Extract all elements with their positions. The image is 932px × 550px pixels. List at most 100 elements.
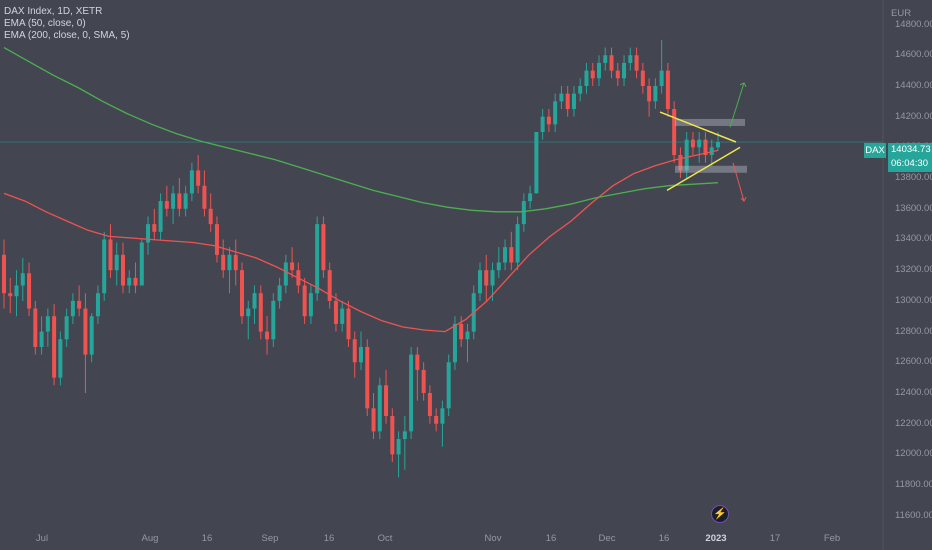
candle-up	[183, 193, 188, 209]
candle-down	[590, 70, 595, 79]
x-tick-label: 16	[201, 533, 213, 544]
candle-down	[665, 70, 670, 109]
candle-up	[45, 316, 50, 332]
last-price-value: 14034.73	[891, 144, 931, 155]
candle-up	[603, 55, 608, 63]
candle-down	[384, 385, 389, 417]
candle-down	[121, 254, 125, 286]
candle-down	[509, 247, 514, 263]
chart-legend: DAX Index, 1D, XETR EMA (50, close, 0) E…	[4, 6, 130, 42]
candle-down	[365, 346, 370, 409]
y-tick-label: 14200.00	[895, 110, 932, 122]
candle-up	[14, 285, 19, 297]
candle-down	[434, 416, 439, 424]
candle-up	[340, 308, 345, 324]
candle-up	[158, 201, 163, 232]
candle-up	[521, 201, 526, 225]
candle-up	[409, 354, 414, 432]
candle-down	[321, 224, 326, 271]
candle-up	[308, 293, 313, 317]
candle-up	[571, 93, 576, 109]
candle-down	[427, 392, 432, 417]
x-tick-label: Feb	[823, 533, 841, 544]
breakout-down-arrow	[732, 162, 745, 202]
candle-down	[371, 408, 376, 432]
candle-up	[246, 308, 251, 317]
candle-down	[208, 208, 213, 225]
candle-down	[640, 70, 645, 86]
y-tick-label: 12600.00	[895, 356, 932, 368]
candle-down	[327, 270, 332, 301]
candle-up	[440, 408, 445, 424]
candle-down	[690, 139, 695, 148]
candle-up	[70, 300, 75, 317]
y-tick-label: 12200.00	[895, 417, 932, 429]
candle-up	[283, 262, 288, 286]
candle-up	[139, 242, 144, 286]
candle-up	[396, 439, 401, 455]
candle-up	[597, 62, 601, 79]
candle-down	[196, 170, 201, 186]
candle-up	[277, 285, 282, 301]
x-tick-label: 16	[323, 533, 335, 544]
triangle-lower-line	[666, 146, 741, 191]
y-tick-label: 12000.00	[895, 448, 932, 460]
candle-up	[496, 262, 501, 271]
y-tick-label: 11600.00	[895, 509, 932, 521]
candle-down	[27, 273, 32, 309]
y-tick-label: 13000.00	[895, 294, 932, 306]
candle-down	[678, 155, 683, 171]
candle-down	[421, 369, 426, 393]
ema50-legend[interactable]: EMA (50, close, 0)	[4, 18, 86, 29]
candle-down	[459, 323, 464, 340]
x-tick-label: 16	[545, 533, 557, 544]
y-tick-label: 14800.00	[895, 18, 932, 30]
candle-up	[359, 346, 363, 363]
breakout-up-arrow	[729, 82, 745, 128]
lightning-icon[interactable]: ⚡	[711, 505, 729, 523]
x-tick-label: Aug	[141, 533, 159, 544]
y-tick-label: 14600.00	[895, 49, 932, 61]
candle-up	[465, 331, 470, 340]
candle-down	[703, 139, 708, 156]
y-tick-label: 14400.00	[895, 79, 932, 91]
candle-down	[484, 270, 489, 286]
candle-down	[390, 416, 395, 455]
bar-countdown: 06:04:30	[891, 158, 928, 169]
x-tick-label: Oct	[377, 533, 393, 544]
candle-down	[240, 270, 244, 317]
y-tick-label: 12800.00	[895, 325, 932, 337]
y-tick-label: 13600.00	[895, 202, 932, 214]
symbol-title[interactable]: DAX Index, 1D, XETR	[4, 6, 103, 17]
candle-down	[415, 354, 420, 370]
ema200-legend[interactable]: EMA (200, close, 0, SMA, 5)	[4, 30, 130, 41]
candle-up	[559, 93, 564, 102]
support-zone	[675, 165, 747, 173]
candle-down	[77, 300, 82, 309]
candle-down	[672, 108, 677, 156]
candle-up	[528, 193, 533, 202]
ticker-tag: DAX	[864, 143, 886, 158]
candle-up	[628, 55, 633, 63]
candle-up	[315, 224, 320, 294]
candle-up	[20, 273, 25, 286]
x-tick-label: 17	[769, 533, 781, 544]
triangle-upper-line	[659, 111, 737, 143]
candle-down	[33, 308, 38, 347]
candle-down	[164, 201, 169, 209]
candle-up	[659, 70, 664, 86]
candle-up	[578, 85, 583, 94]
x-tick-label: Jul	[35, 533, 49, 544]
candle-up	[540, 116, 545, 133]
x-tick-label: 16	[658, 533, 670, 544]
x-tick-label: Sep	[261, 533, 279, 544]
candle-up	[377, 385, 382, 432]
ema200-line	[3, 47, 719, 213]
candle-down	[8, 293, 13, 297]
candle-down	[52, 316, 57, 378]
x-tick-label: Dec	[598, 533, 616, 544]
candle-up	[553, 101, 558, 125]
candle-down	[214, 224, 219, 255]
x-tick-label: Nov	[484, 533, 502, 544]
